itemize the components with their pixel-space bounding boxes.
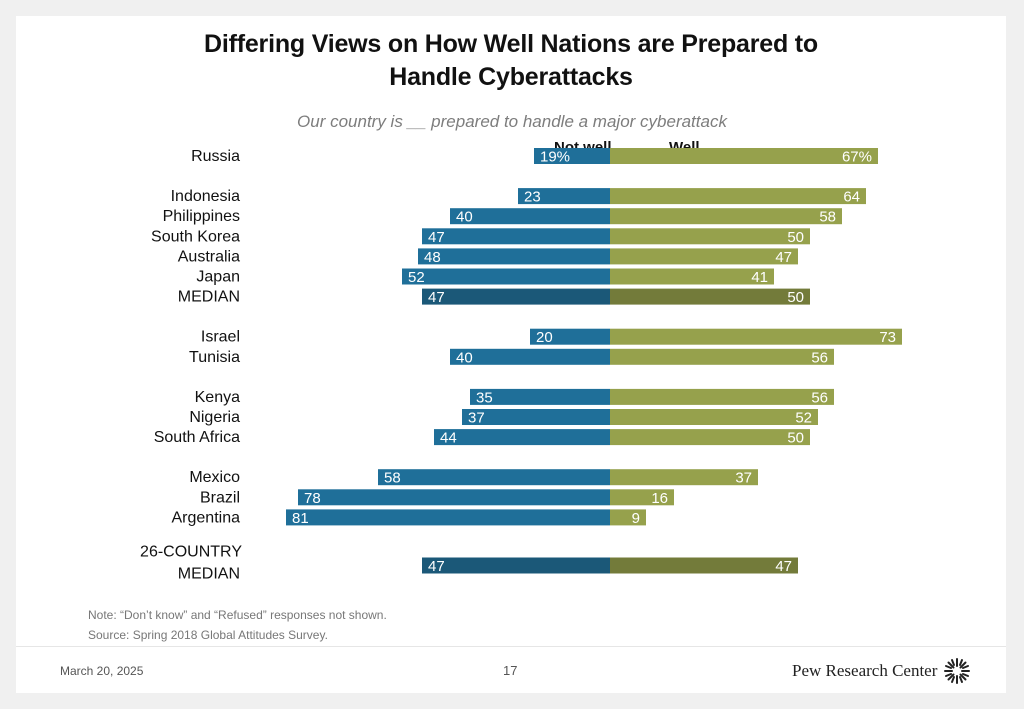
- label-well-russia: 67%: [842, 149, 872, 166]
- chart-subtitle: Our country is __ prepared to handle a m…: [297, 112, 727, 131]
- row-label-argentina: Argentina: [172, 509, 241, 526]
- label-not-well-mexico: 58: [384, 470, 401, 487]
- row-label-australia: Australia: [178, 248, 240, 265]
- bar-well-japan: [610, 268, 774, 285]
- label-well-israel: 73: [879, 329, 896, 346]
- bar-well-australia: [610, 248, 798, 265]
- bar-not-well-australia: [418, 248, 610, 265]
- label-well-26-country: 47: [775, 558, 792, 575]
- bar-not-well-brazil: [298, 489, 610, 506]
- row-label-brazil: Brazil: [200, 489, 240, 506]
- bar-well-kenya: [610, 388, 834, 405]
- label-well-indonesia: 64: [843, 189, 860, 206]
- chart-title: Differing Views on How Well Nations are …: [16, 28, 1006, 94]
- label-well-australia: 47: [775, 249, 792, 266]
- pew-logo-icon: [944, 658, 970, 684]
- row-label-kenya: Kenya: [195, 389, 240, 406]
- row-label-median: MEDIAN: [178, 289, 240, 306]
- bar-not-well-indonesia: [518, 188, 610, 205]
- bar-well-argentina: [610, 509, 646, 526]
- bar-well-mexico: [610, 469, 758, 486]
- bar-well-26-country: [610, 557, 798, 574]
- label-well-philippines: 58: [819, 209, 836, 226]
- bar-well-median: [610, 288, 810, 305]
- label-not-well-26-country: 47: [428, 558, 445, 575]
- label-well-japan: 41: [751, 269, 768, 286]
- row-label-russia: Russia: [191, 148, 240, 165]
- bar-well-tunisia: [610, 348, 834, 365]
- label-not-well-japan: 52: [408, 269, 425, 286]
- label-well-argentina: 9: [632, 510, 640, 527]
- label-not-well-philippines: 40: [456, 209, 473, 226]
- bar-well-indonesia: [610, 188, 866, 205]
- bar-well-south-korea: [610, 228, 810, 245]
- bar-not-well-argentina: [286, 509, 610, 526]
- label-not-well-israel: 20: [536, 329, 553, 346]
- row-label-israel: Israel: [201, 329, 240, 346]
- bar-not-well-nigeria: [462, 409, 610, 425]
- row-label-indonesia: Indonesia: [171, 188, 240, 205]
- chart-source: Source: Spring 2018 Global Attitudes Sur…: [88, 628, 328, 642]
- row-label-tunisia: Tunisia: [189, 349, 240, 366]
- label-well-tunisia: 56: [811, 349, 828, 366]
- label-well-south-africa: 50: [787, 430, 804, 447]
- bar-not-well-kenya: [470, 388, 610, 405]
- label-not-well-brazil: 78: [304, 490, 321, 507]
- bar-well-israel: [610, 328, 902, 345]
- bar-not-well-israel: [530, 328, 610, 345]
- bar-not-well-south-korea: [422, 228, 610, 245]
- bar-not-well-median: [422, 288, 610, 305]
- row-label-japan: Japan: [196, 269, 240, 286]
- row-label-south-korea: South Korea: [151, 228, 240, 245]
- label-well-median: 50: [787, 289, 804, 306]
- row-label-26-country: 26-COUNTRY: [140, 544, 242, 561]
- label-not-well-nigeria: 37: [468, 410, 485, 427]
- bar-well-south-africa: [610, 429, 810, 446]
- chart-title-line2: Handle Cyberattacks: [389, 63, 633, 91]
- chart-title-line1: Differing Views on How Well Nations are …: [203, 30, 818, 58]
- label-not-well-kenya: 35: [476, 389, 493, 406]
- page-number: 17: [503, 663, 518, 678]
- bar-not-well-26-country: [422, 557, 610, 574]
- footer-divider: [16, 646, 1006, 647]
- label-not-well-median: 47: [428, 289, 445, 306]
- footer-date: March 20, 2025: [60, 664, 144, 678]
- label-well-kenya: 56: [811, 389, 828, 406]
- bar-not-well-mexico: [378, 469, 610, 486]
- bar-well-russia: [610, 148, 878, 164]
- bar-well-brazil: [610, 489, 674, 506]
- label-well-south-korea: 50: [787, 229, 804, 246]
- bar-not-well-japan: [402, 268, 610, 285]
- label-well-nigeria: 52: [795, 410, 812, 427]
- bar-not-well-philippines: [450, 208, 610, 225]
- row-label-philippines: Philippines: [163, 208, 240, 225]
- chart-note: Note: “Don’t know” and “Refused” respons…: [88, 608, 387, 622]
- label-not-well-south-korea: 47: [428, 229, 445, 246]
- label-well-brazil: 16: [651, 490, 668, 507]
- label-not-well-russia: 19%: [540, 149, 570, 166]
- label-not-well-australia: 48: [424, 249, 441, 266]
- row-label-26-country-line2: MEDIAN: [178, 566, 240, 583]
- bar-not-well-tunisia: [450, 348, 610, 365]
- label-not-well-south-africa: 44: [440, 430, 457, 447]
- bar-well-philippines: [610, 208, 842, 225]
- label-not-well-indonesia: 23: [524, 189, 541, 206]
- label-well-mexico: 37: [735, 470, 752, 487]
- row-label-south-africa: South Africa: [154, 429, 240, 446]
- label-not-well-tunisia: 40: [456, 349, 473, 366]
- row-label-nigeria: Nigeria: [189, 409, 240, 426]
- brand-name: Pew Research Center: [792, 661, 938, 680]
- bar-not-well-south-africa: [434, 429, 610, 446]
- label-not-well-argentina: 81: [292, 510, 309, 527]
- diverging-bar-chart: Russia 19% 67% Indonesia 23 64 Philippines 40 58…: [140, 148, 902, 583]
- bar-well-nigeria: [610, 409, 818, 425]
- bar-not-well-russia: [534, 148, 610, 164]
- row-label-mexico: Mexico: [189, 469, 240, 486]
